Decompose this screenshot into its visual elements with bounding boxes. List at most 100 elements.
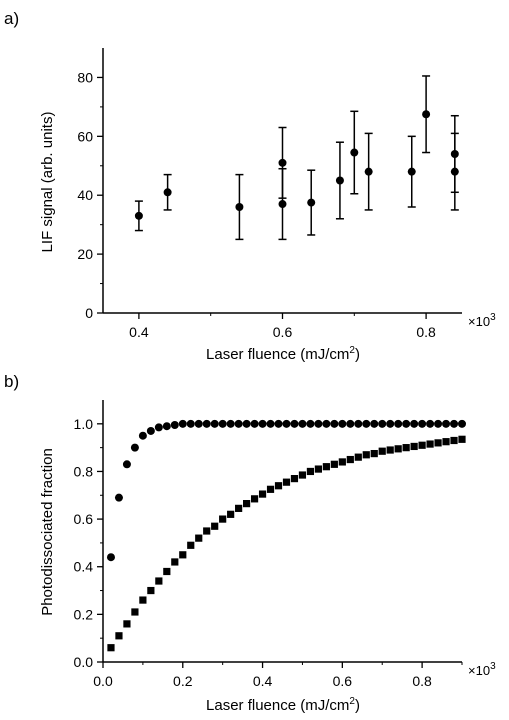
panel-b-chart: b) 0.0 0.2 0.4 0.6 0.8 1.0 0.0 0.2 0.4 0.6 0.8 Ph… [4, 372, 496, 714]
data-point-square [434, 439, 442, 447]
data-point-circle [298, 419, 307, 428]
data-point-circle [106, 553, 115, 562]
y-tick-label: 0 [85, 305, 93, 321]
data-point-square [290, 475, 299, 483]
x-tick-label: 0.6 [273, 324, 293, 340]
y-tick-label: 0.2 [74, 606, 94, 622]
data-point-circle [370, 419, 379, 428]
panel-a-chart: a) 0 20 40 60 80 0.4 0.6 0.8 LIF signal (arb. … [4, 9, 496, 363]
data-point-circle [274, 419, 283, 428]
x-tick-label: 0.4 [129, 324, 149, 340]
data-point-circle [163, 188, 172, 197]
data-point-square [227, 510, 235, 518]
x-tick-label: 0.8 [416, 324, 436, 340]
data-point-square [187, 541, 195, 549]
data-point-circle [422, 110, 431, 119]
data-point-square [306, 467, 315, 476]
data-point-square [123, 620, 131, 628]
data-point-circle [218, 419, 227, 428]
x-tick-label: 0.2 [173, 673, 193, 689]
y-tick-label: 80 [77, 69, 93, 85]
data-point-square [250, 495, 259, 503]
data-point-circle [354, 419, 363, 428]
data-point-square [195, 534, 203, 542]
data-point-circle [426, 419, 435, 428]
data-point-circle [378, 419, 387, 428]
data-point-square [107, 644, 115, 652]
data-point-circle [402, 419, 411, 428]
data-point-square [243, 500, 251, 508]
data-point-circle [122, 460, 131, 469]
data-point-circle [134, 211, 143, 220]
data-point-circle [154, 423, 163, 432]
data-point-circle [350, 148, 359, 157]
data-point-square [258, 490, 267, 498]
data-point-circle [410, 419, 419, 428]
data-point-square [394, 445, 402, 453]
x-tick-label: 0.4 [253, 673, 273, 689]
data-point-square [426, 440, 434, 448]
data-point-circle [162, 422, 171, 431]
data-point-square [203, 527, 211, 535]
data-point-square [442, 438, 450, 446]
data-point-circle [330, 419, 339, 428]
panel-b-label: b) [4, 372, 19, 391]
data-point-square [330, 460, 338, 468]
data-point-circle [226, 419, 235, 428]
data-point-square [115, 632, 123, 640]
data-point-square [147, 586, 155, 595]
data-point-circle [335, 176, 344, 185]
data-point-circle [364, 167, 373, 176]
data-point-square [219, 515, 227, 523]
data-point-circle [307, 198, 316, 207]
data-point-circle [266, 419, 275, 428]
data-point-square [211, 522, 219, 530]
data-point-circle [450, 167, 459, 176]
x-tick-label: 0.8 [412, 673, 432, 689]
data-point-circle [290, 419, 299, 428]
data-point-circle [186, 419, 195, 428]
panel-a-x-multiplier: ×103 [468, 312, 496, 329]
data-point-square [155, 577, 163, 585]
data-point-square [131, 608, 139, 616]
data-point-circle [386, 419, 395, 428]
data-point-square [386, 446, 394, 454]
data-point-circle [442, 419, 451, 428]
y-tick-label: 20 [77, 246, 93, 262]
data-point-circle [278, 158, 287, 167]
data-point-circle [394, 419, 403, 428]
data-point-circle [130, 443, 139, 452]
data-point-circle [450, 419, 459, 428]
data-point-square [354, 453, 362, 461]
data-point-circle [250, 419, 259, 428]
data-point-square [418, 441, 426, 449]
data-point-square [322, 463, 330, 471]
data-point-circle [418, 419, 427, 428]
panel-b-x-axis-label: Laser fluence (mJ/cm2) [206, 696, 360, 714]
data-point-square [338, 458, 346, 466]
data-point-circle [434, 419, 443, 428]
y-tick-label: 60 [77, 128, 93, 144]
data-point-square [298, 471, 307, 479]
data-point-square [370, 449, 378, 458]
data-point-circle [170, 421, 179, 430]
data-point-circle [306, 419, 315, 428]
data-point-square [171, 558, 179, 566]
data-point-circle [194, 419, 203, 428]
data-point-circle [338, 419, 347, 428]
y-tick-label: 40 [77, 187, 93, 203]
data-point-circle [407, 167, 416, 176]
data-point-square [346, 455, 354, 464]
y-tick-label: 0.4 [74, 559, 94, 575]
data-point-square [450, 436, 458, 445]
data-point-circle [210, 419, 219, 428]
data-point-square [282, 478, 291, 486]
data-point-circle [278, 200, 287, 209]
data-point-circle [458, 419, 466, 428]
x-tick-label: 0.0 [93, 673, 113, 689]
y-tick-label: 0.8 [74, 463, 94, 479]
data-point-circle [322, 419, 331, 428]
panel-a-label: a) [4, 9, 19, 28]
data-point-square [235, 504, 243, 512]
